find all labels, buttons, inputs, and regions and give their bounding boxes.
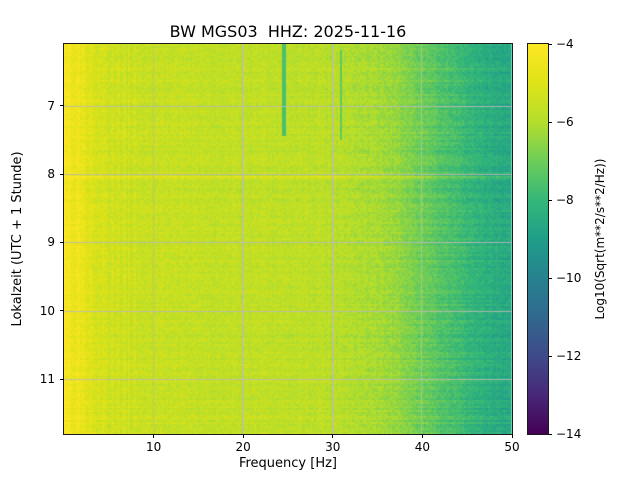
x-tick-mark <box>242 434 244 438</box>
colorbar-tick-mark <box>548 121 552 123</box>
colorbar-tick-mark <box>548 199 552 201</box>
y-tick-mark <box>60 378 64 380</box>
x-tick-mark <box>421 434 423 438</box>
colorbar-tick-label: −6 <box>556 115 574 129</box>
chart-title: BW MGS03 HHZ: 2025-11-16 <box>169 22 407 41</box>
x-tick-label: 40 <box>414 440 431 454</box>
colorbar-tick-mark <box>548 277 552 279</box>
y-tick-mark <box>60 173 64 175</box>
colorbar-tick-mark <box>548 43 552 45</box>
y-tick-label: 9 <box>47 235 55 250</box>
colorbar-tick-label: −14 <box>556 427 582 441</box>
x-tick-label: 30 <box>325 440 341 454</box>
y-tick-mark <box>60 310 64 312</box>
y-tick-label: 11 <box>39 372 55 387</box>
x-tick-mark <box>153 434 155 438</box>
colorbar-tick-label: −12 <box>556 349 582 363</box>
y-tick-label: 8 <box>47 167 55 181</box>
x-tick-mark <box>332 434 334 438</box>
spectrogram-heatmap <box>63 43 513 435</box>
colorbar <box>527 43 549 435</box>
y-tick-mark <box>60 105 64 107</box>
colorbar-label: Log10(Sqrt(m**2/s**2/Hz)) <box>593 158 607 320</box>
colorbar-tick-mark <box>548 433 552 435</box>
x-tick-label: 50 <box>504 440 520 454</box>
x-tick-label: 10 <box>145 440 162 454</box>
x-axis-label: Frequency [Hz] <box>238 456 338 471</box>
x-tick-label: 20 <box>235 440 251 454</box>
colorbar-tick-mark <box>548 355 552 357</box>
colorbar-tick-label: −10 <box>556 271 582 285</box>
x-tick-mark <box>511 434 513 438</box>
y-tick-label: 7 <box>47 98 55 113</box>
y-tick-mark <box>60 241 64 243</box>
colorbar-tick-label: −8 <box>556 193 574 207</box>
colorbar-tick-label: −4 <box>556 37 574 51</box>
y-tick-label: 10 <box>39 303 55 318</box>
